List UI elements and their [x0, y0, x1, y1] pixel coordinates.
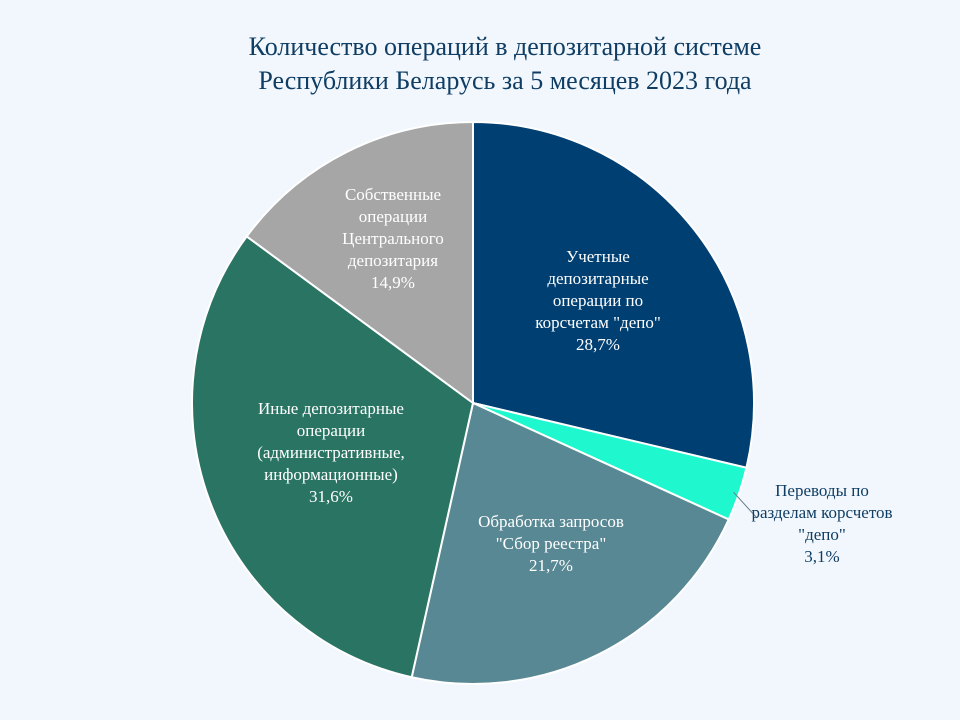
slice-label-2: Переводы по разделам корсчетов "депо" 3,1% — [751, 481, 892, 566]
slice-label-line: Центрального — [342, 229, 444, 248]
chart-title: Количество операций в депозитарной систе… — [0, 30, 960, 98]
slice-label-line: "депо" — [798, 525, 846, 544]
slice-value-label: 3,1% — [804, 547, 839, 566]
slice-label-line: депозитарные — [547, 269, 648, 288]
slice-label-line: депозитария — [348, 251, 438, 270]
pie-slice-3 — [410, 401, 731, 685]
slice-label-line: Учетные — [566, 247, 630, 266]
slice-label-line: информационные) — [264, 465, 398, 484]
slice-label-line: Переводы по — [775, 481, 869, 500]
slice-label-5: Собственные операции Центрального депозитар… — [342, 185, 444, 292]
slice-value-label: 31,6% — [309, 487, 353, 506]
slice-label-line: Собственные — [345, 185, 441, 204]
slice-label-line: Иные депозитарные — [258, 399, 404, 418]
slice-label-3: Обработка запросов "Сбор реестра" 21,7% — [478, 512, 624, 575]
slice-label-4: Иные депозитарные операции (административн… — [257, 399, 405, 506]
pie-slice-4 — [191, 235, 475, 679]
slice-label-line: "Сбор реестра" — [496, 534, 607, 553]
pie-slice-5 — [245, 120, 474, 405]
slice-value-label: 28,7% — [576, 335, 620, 354]
slice-label-1: Учетные депозитарные операции по корсчетам … — [535, 247, 661, 354]
slice-label-line: разделам корсчетов — [751, 503, 892, 522]
slice-value-label: 14,9% — [371, 273, 415, 292]
slice-label-line: операции — [359, 207, 427, 226]
slice-value-label: 21,7% — [529, 556, 573, 575]
slice-label-line: (административные, — [257, 443, 405, 462]
slice-label-line: корсчетам "депо" — [535, 313, 661, 332]
chart-title-line-2: Республики Беларусь за 5 месяцев 2023 го… — [258, 66, 752, 95]
leader-line — [733, 491, 758, 519]
slice-label-line: операции — [297, 421, 365, 440]
slice-label-line: Обработка запросов — [478, 512, 624, 531]
chart-title-line-1: Количество операций в депозитарной систе… — [248, 32, 762, 61]
slice-label-line: операции по — [553, 291, 643, 310]
pie-slice-1 — [472, 120, 755, 469]
